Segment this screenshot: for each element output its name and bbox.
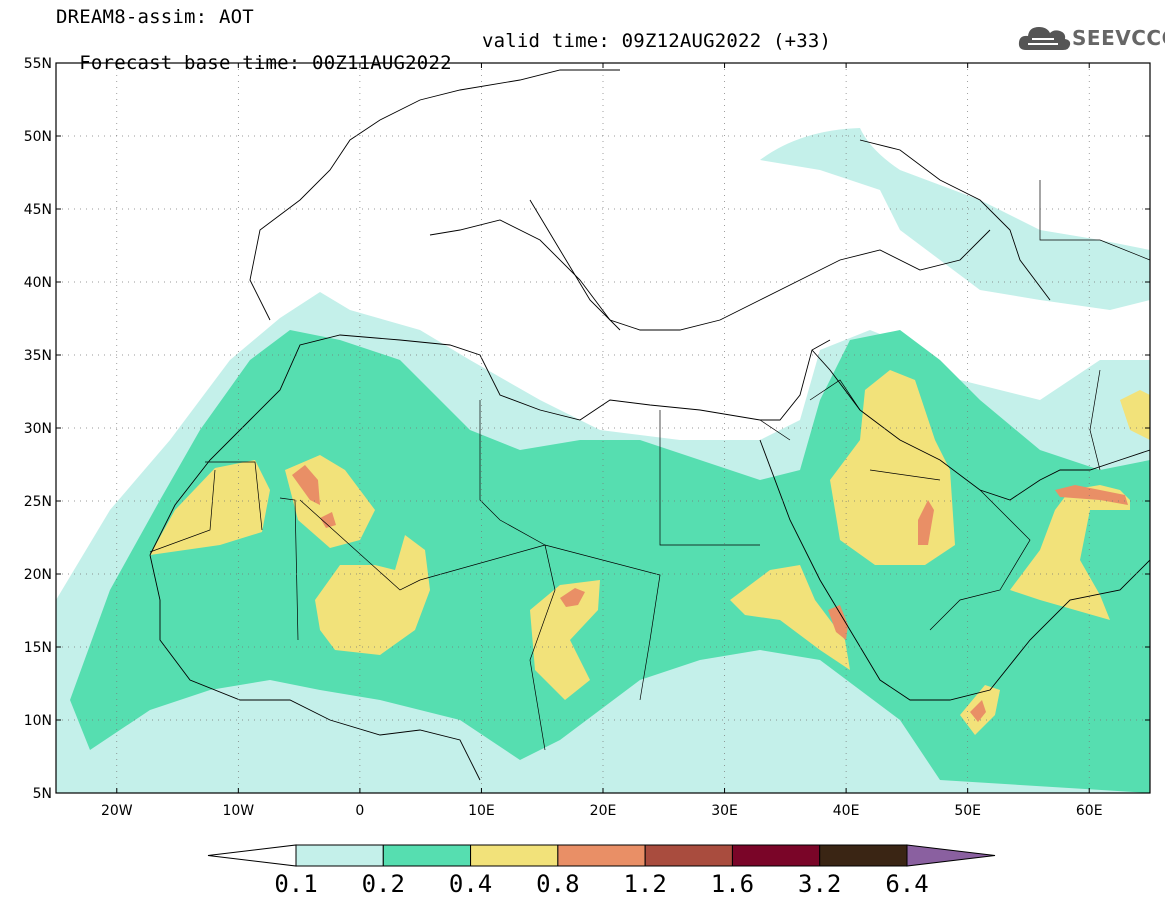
- colorbar-swatch: [644, 844, 733, 867]
- colorbar-label: 1.2: [623, 870, 667, 898]
- aot-yellow-oman: [1010, 485, 1130, 620]
- seevccc-logo: SEEVCCC: [1018, 22, 1165, 58]
- lon-tick-label: 20E: [590, 803, 617, 819]
- lat-tick-label: 25N: [24, 494, 52, 510]
- aot-yellow-iran: [1120, 390, 1150, 440]
- lat-tick-label: 30N: [24, 421, 52, 437]
- colorbar: [207, 844, 996, 867]
- aot-yellow-wsahara: [150, 460, 270, 555]
- lon-tick-label: 20W: [101, 803, 133, 819]
- colorbar-label: 0.4: [448, 870, 493, 898]
- lon-tick-label: 40E: [833, 803, 860, 819]
- colorbar-swatch: [295, 844, 384, 867]
- lat-tick-label: 40N: [24, 275, 52, 291]
- lat-tick-label: 10N: [24, 713, 52, 729]
- lat-tick-label: 55N: [24, 56, 52, 72]
- coastlines: [149, 69, 1150, 781]
- colorbar-label: 0.2: [361, 870, 405, 898]
- aot-band-light-north: [760, 128, 1150, 310]
- graticule: [56, 63, 1150, 793]
- lat-tick-label: 20N: [24, 567, 52, 583]
- colorbar-swatch: [470, 844, 559, 867]
- lat-tick-label: 5N: [33, 786, 52, 802]
- aot-orange-redsea: [828, 605, 848, 640]
- aot-field: [56, 69, 1150, 793]
- logo-text: SEEVCCC: [1072, 26, 1165, 50]
- colorbar-swatch: [819, 844, 908, 867]
- lat-tick-label: 15N: [24, 640, 52, 656]
- aot-orange-chad: [560, 588, 585, 607]
- colorbar-label: 3.2: [798, 870, 842, 898]
- colorbar-label: 1.6: [710, 870, 755, 898]
- chart-title: DREAM8-assim: AOT: [56, 6, 254, 28]
- colorbar-label: 0.1: [274, 870, 318, 898]
- lon-tick-label: 0: [355, 803, 364, 819]
- aot-orange-arabia: [918, 500, 934, 545]
- cloud-icon: [1018, 27, 1071, 50]
- colorbar-label: 0.8: [536, 870, 580, 898]
- lon-tick-label: 60E: [1076, 803, 1103, 819]
- aot-yellow-mali: [315, 535, 430, 655]
- colorbar-swatch: [731, 844, 821, 867]
- colorbar-arrow-high: [906, 844, 996, 867]
- aot-orange-algeria: [292, 465, 320, 505]
- aot-orange-oman: [1055, 485, 1128, 505]
- country-borders: [149, 180, 1150, 751]
- colorbar-swatch: [382, 844, 472, 867]
- lon-tick-label: 10E: [468, 803, 495, 819]
- lat-tick-label: 35N: [24, 348, 52, 364]
- colorbar-swatch: [557, 844, 646, 867]
- colorbar-arrow-low: [207, 844, 297, 867]
- colorbar-label: 6.4: [885, 870, 929, 898]
- axis-ticks: 55N 50N 45N 40N 35N 30N 25N 20N 15N 10N 5N 20W 10W 0 1…: [24, 56, 1150, 819]
- valid-time: valid time: 09Z12AUG2022 (+33): [482, 30, 832, 52]
- aot-orange-algeria-2: [320, 512, 336, 528]
- aot-orange-somalia: [970, 700, 986, 722]
- lon-tick-label: 30E: [711, 803, 738, 819]
- aot-yellow-sudan: [730, 565, 850, 670]
- lat-tick-label: 45N: [24, 202, 52, 218]
- lon-tick-label: 10W: [222, 803, 254, 819]
- lon-tick-label: 50E: [954, 803, 981, 819]
- lat-tick-label: 50N: [24, 129, 52, 145]
